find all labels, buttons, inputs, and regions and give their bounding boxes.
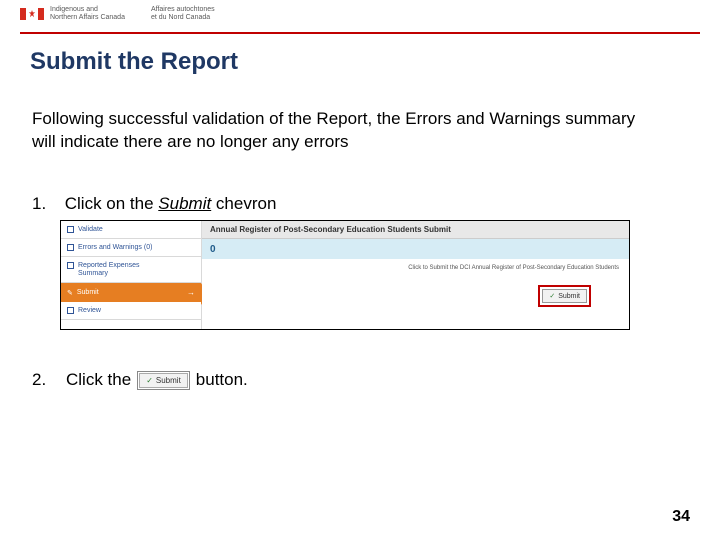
screenshot-info-band: 0 <box>202 239 629 259</box>
step-1-submit-word: Submit <box>158 194 211 213</box>
page-number: 34 <box>672 508 690 526</box>
nav-item-submit[interactable]: ✎ Submit → <box>61 283 201 302</box>
screenshot-submit-label: Submit <box>558 293 580 300</box>
nav-item-errors[interactable]: Errors and Warnings (0) <box>61 239 201 257</box>
inline-submit-button-wrap: ✓ Submit <box>137 371 190 390</box>
intro-paragraph: Following successful validation of the R… <box>32 108 660 154</box>
screenshot-header: Annual Register of Post-Secondary Educat… <box>202 221 629 239</box>
dept-en-line2: Northern Affairs Canada <box>50 14 125 22</box>
inline-submit-button[interactable]: ✓ Submit <box>139 373 188 388</box>
step-2: 2. Click the ✓ Submit button. <box>32 370 248 390</box>
nav-submit-label: Submit <box>77 289 99 296</box>
screenshot-hint: Click to Submit the DCI Annual Register … <box>408 265 619 271</box>
step-1-prefix: Click on the <box>65 194 159 213</box>
nav-item-reported[interactable]: Reported Expenses Summary <box>61 257 201 283</box>
dept-name-en: Indigenous and Northern Affairs Canada <box>50 6 125 21</box>
thumbs-up-icon: ✎ <box>67 289 73 297</box>
step-2-suffix: button. <box>196 370 248 390</box>
nav-review-label: Review <box>78 307 101 314</box>
warning-icon <box>67 244 74 251</box>
lock-icon <box>67 226 74 233</box>
nav-reported-label1: Reported Expenses <box>78 262 139 269</box>
page-title: Submit the Report <box>30 48 238 76</box>
nav-item-validate[interactable]: Validate <box>61 221 201 239</box>
step-2-prefix: Click the <box>66 370 131 390</box>
gov-header: Indigenous and Northern Affairs Canada A… <box>20 6 215 21</box>
document-icon <box>67 262 74 269</box>
inline-submit-label: Submit <box>156 376 181 385</box>
dept-fr-line2: et du Nord Canada <box>151 14 215 22</box>
step-1-suffix: chevron <box>211 194 276 213</box>
check-icon: ✓ <box>549 292 555 300</box>
nav-validate-label: Validate <box>78 226 103 233</box>
step-1: 1. Click on the Submit chevron <box>32 194 276 214</box>
screenshot-main: Annual Register of Post-Secondary Educat… <box>201 221 629 329</box>
nav-item-review[interactable]: Review <box>61 302 201 320</box>
screenshot-submit-button[interactable]: ✓ Submit <box>542 289 587 303</box>
nav-reported-label2: Summary <box>67 270 108 277</box>
screenshot-zero: 0 <box>210 244 216 255</box>
step-2-number: 2. <box>32 370 60 390</box>
screenshot-body: Click to Submit the DCI Annual Register … <box>202 259 629 329</box>
check-icon: ✓ <box>146 376 153 385</box>
header-divider <box>20 32 700 34</box>
checkbox-icon <box>67 307 74 314</box>
canada-flag-icon <box>20 8 44 20</box>
nav-errors-label: Errors and Warnings (0) <box>78 244 152 251</box>
screenshot-panel: Validate Errors and Warnings (0) Reporte… <box>60 220 630 330</box>
step-1-number: 1. <box>32 194 60 214</box>
screenshot-nav: Validate Errors and Warnings (0) Reporte… <box>61 221 201 329</box>
dept-name-fr: Affaires autochtones et du Nord Canada <box>151 6 215 21</box>
dept-en-line1: Indigenous and <box>50 6 125 14</box>
screenshot-submit-highlight: ✓ Submit <box>538 285 591 307</box>
chevron-right-icon: → <box>187 288 195 297</box>
dept-fr-line1: Affaires autochtones <box>151 6 215 14</box>
